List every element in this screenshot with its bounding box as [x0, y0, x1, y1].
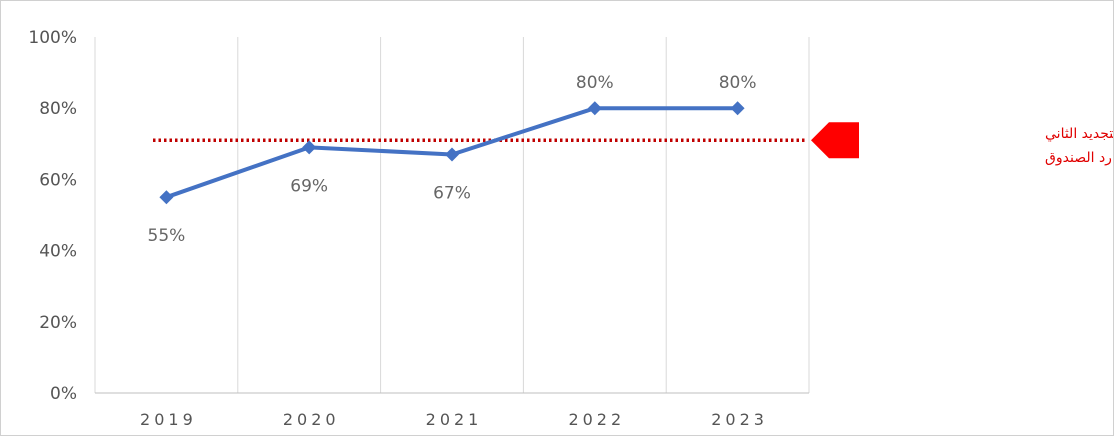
gridlines — [94, 37, 810, 393]
y-tick-label: 80% — [39, 99, 77, 119]
y-tick-label: 60% — [39, 170, 77, 190]
data-label: 80% — [719, 73, 757, 93]
x-tick-label: 2019 — [140, 410, 197, 429]
labels: 55% 69% 67% 80% 80% — [148, 73, 757, 246]
axes: 0% 20% 40% 60% 80% 100% 2019 2020 2021 2022 2023 — [28, 28, 809, 429]
data-point-marker — [445, 147, 459, 162]
target-line-group: هدف التجديد الثاني عشر لموارد الصندوق — [153, 122, 1113, 166]
data-point-marker — [730, 101, 745, 116]
data-label: 80% — [576, 73, 614, 93]
data-point-marker — [302, 140, 317, 155]
x-tick-label: 2023 — [711, 410, 768, 429]
data-point-marker — [587, 101, 602, 116]
data-label: 69% — [290, 176, 328, 196]
target-label-line: عشر لموارد الصندوق — [1045, 150, 1113, 166]
y-tick-label: 20% — [39, 313, 77, 333]
data-label: 67% — [433, 183, 471, 203]
y-tick-label: 0% — [50, 384, 77, 404]
x-tick-label: 2021 — [426, 410, 483, 429]
series-line-group — [159, 101, 745, 205]
target-marker — [811, 122, 859, 159]
data-label: 55% — [148, 226, 186, 246]
target-label-line: هدف التجديد الثاني — [1045, 126, 1113, 142]
x-tick-label: 2020 — [283, 410, 340, 429]
y-tick-label: 100% — [28, 28, 77, 48]
data-point-marker — [159, 190, 174, 205]
x-tick-label: 2022 — [568, 410, 625, 429]
y-tick-label: 40% — [39, 242, 77, 262]
